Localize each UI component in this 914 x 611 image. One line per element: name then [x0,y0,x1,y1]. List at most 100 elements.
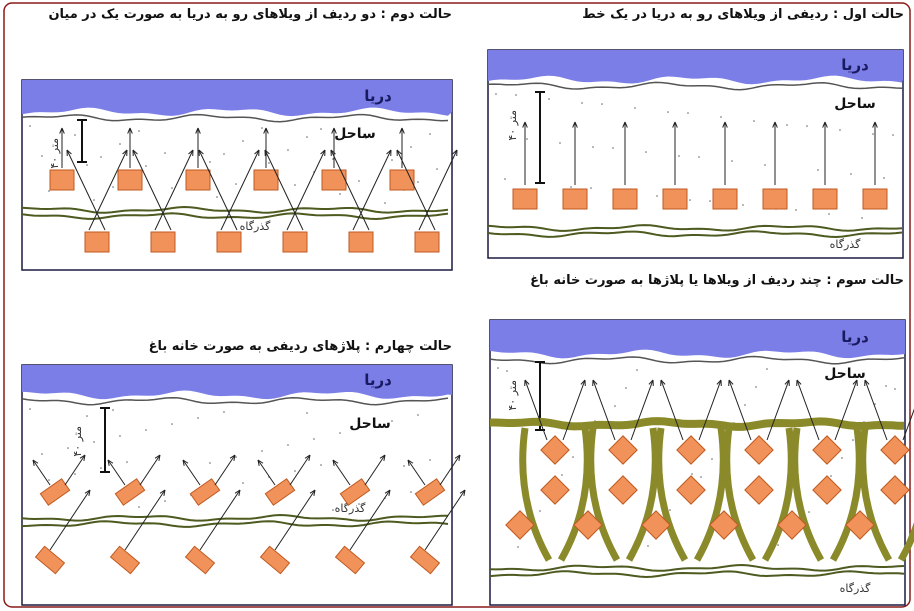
villa [150,231,176,253]
sand-dot [100,156,102,158]
arrow-head [822,121,828,128]
villa [641,510,671,540]
passage-band [490,417,905,431]
beach-label: ساحل [824,366,866,382]
villa [84,231,110,253]
sand-dot [29,125,31,127]
passage-loop [723,427,795,562]
villa [812,435,842,465]
arrow-head [864,379,870,387]
sand-dot [209,462,211,464]
sand-dot [119,143,121,145]
sand-dot [872,133,874,135]
arrow [88,149,128,231]
arrow-head [234,489,241,496]
arrow [264,149,304,231]
sand-dot [384,202,386,204]
arrow-head [188,149,194,157]
villa [540,435,570,465]
arrow-head [379,454,386,461]
sand-dot [242,482,244,484]
villa [321,169,347,191]
arrow-head [772,121,778,128]
sand-dot [93,199,95,201]
sand-dot [235,456,237,458]
sand-dot [636,369,638,371]
villa [540,475,570,505]
arrow-head [592,379,598,387]
sand-dot [570,186,572,188]
villa [777,510,807,540]
beach-label: ساحل [349,416,391,432]
arrow-head [263,127,269,134]
villa [812,475,842,505]
arrow-head [660,379,666,387]
sand-dot [687,112,689,114]
sand-dot [539,510,541,512]
beach-label: ساحل [334,126,376,142]
sand-dot [339,432,341,434]
arrow-head [127,127,133,134]
sand-dot [559,142,561,144]
arrow [424,489,466,551]
sand-dot [753,120,755,122]
arrow [182,459,201,486]
arrow-head [399,127,405,134]
sand-dot [138,130,140,132]
sand-dot [656,195,658,197]
arrow-head [454,454,461,461]
arrow-head [386,149,392,157]
panel-title: حالت اول : ردیفی از ویلاهای رو به دریا د… [582,7,904,22]
arrow-head [330,149,336,157]
sand-dot [828,213,830,215]
arrow-head [254,149,260,157]
sand-dot [74,473,76,475]
shoreline [489,355,905,365]
sand-dot [614,405,616,407]
sand-dot [100,467,102,469]
sand-dot [795,209,797,211]
sand-dot [197,417,199,419]
sand-dot [365,426,367,428]
arrow [630,379,654,441]
sand-dot [294,470,296,472]
sand-dot [261,450,263,452]
arrow [220,149,260,231]
arrow-head [195,127,201,134]
passage-loop [655,427,727,562]
arrow-head [59,127,65,134]
villa [512,188,538,210]
sand-dot [138,506,140,508]
sand-dot [74,134,76,136]
passage-loop [791,427,863,562]
villa [709,510,739,540]
sand-dot [287,149,289,151]
sand-dot [268,162,270,164]
sand-dot [861,217,863,219]
sand-dot [112,186,114,188]
sea-label: دریا [841,328,869,346]
sand-dot [339,193,341,195]
sand-dot [731,160,733,162]
villa [744,475,774,505]
sand-dot [436,168,438,170]
sand-dot [209,161,211,163]
villa [676,475,706,505]
arrow-head [580,379,586,387]
villa [608,435,638,465]
villa [573,510,603,540]
villa [348,231,374,253]
sand-dot [517,546,519,548]
sand-dot [164,152,166,154]
arrow-head [132,149,138,157]
villa [414,231,440,253]
sand-dot [332,158,334,160]
arrow [286,149,326,231]
arrow-head [384,489,391,496]
sand-dot [830,475,832,477]
villa [608,475,638,505]
arrow-head [672,121,678,128]
panel-title: حالت دوم : دو ردیف از ویلاهای رو به دریا… [48,7,452,22]
villa [880,475,910,505]
panel-box [487,49,904,259]
